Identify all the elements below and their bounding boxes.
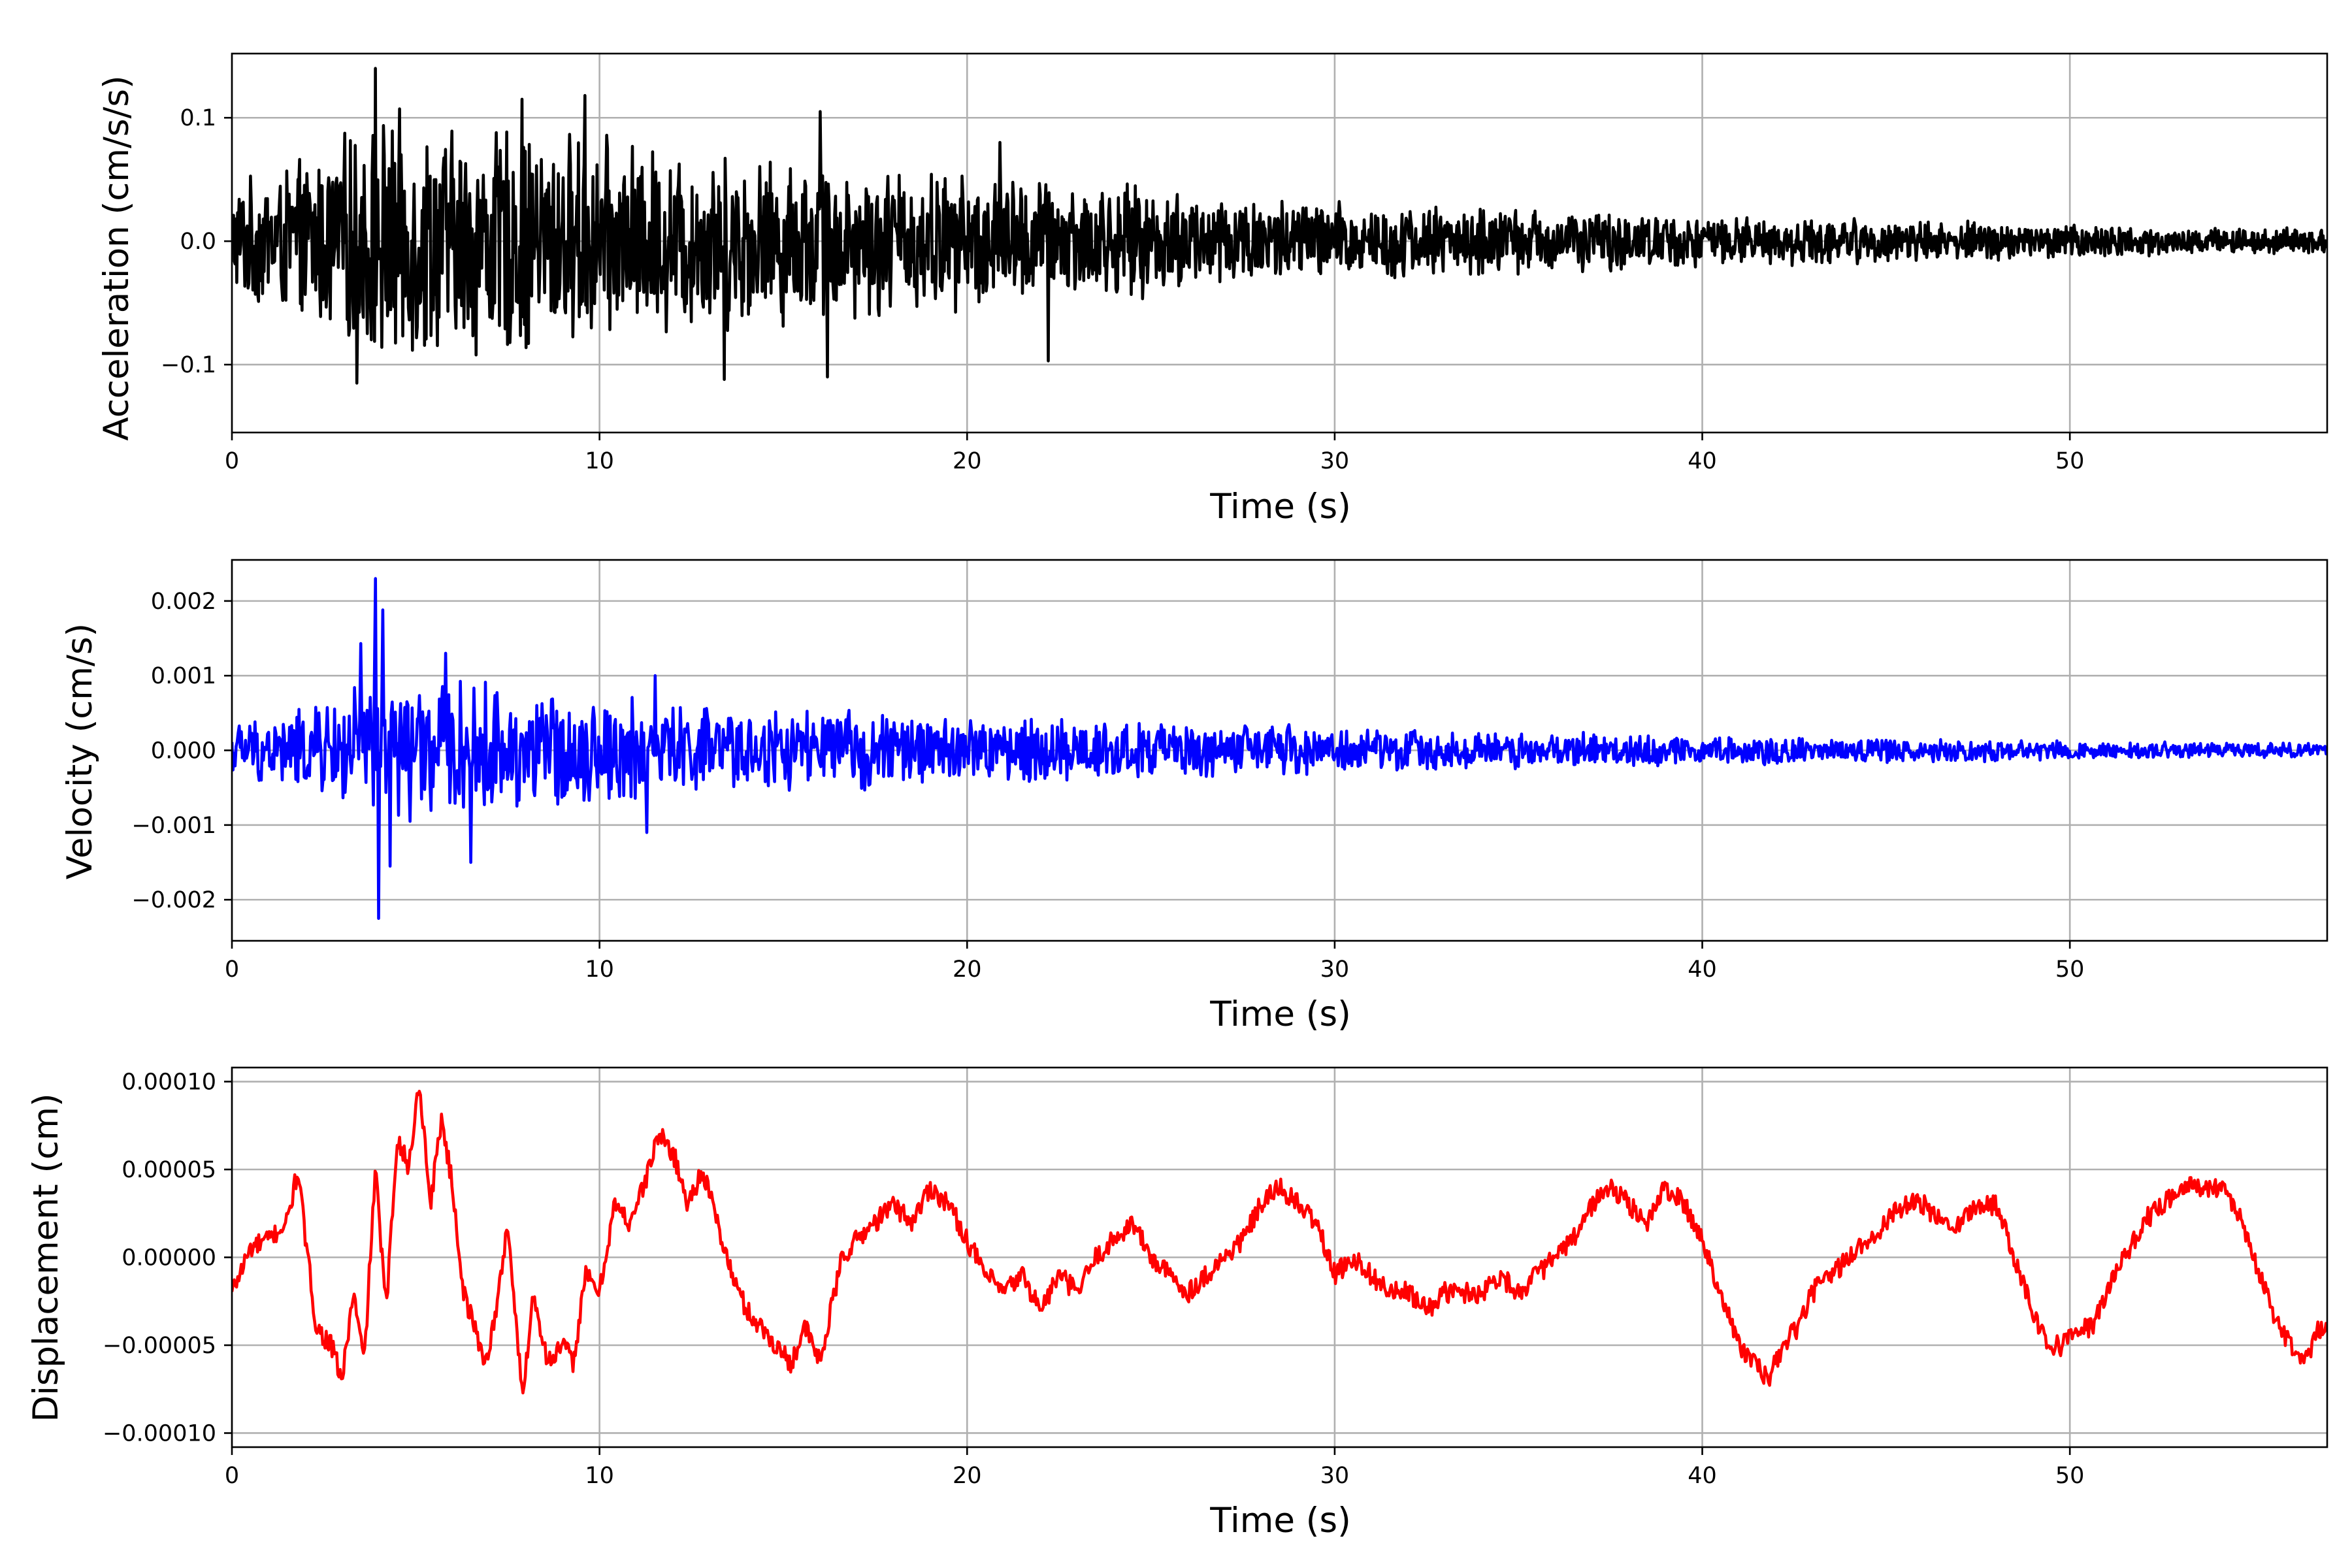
- displacement-x-tick-label: 10: [585, 1463, 614, 1489]
- acceleration-x-axis-label: Time (s): [1209, 487, 1351, 527]
- velocity-x-tick-label: 20: [953, 956, 982, 983]
- velocity-plot-frame: [231, 559, 2328, 942]
- displacement-y-tick-label: 0.00010: [122, 1070, 216, 1096]
- acceleration-y-tick-label: 0.0: [180, 229, 216, 255]
- velocity-y-tick-label: 0.001: [151, 663, 216, 689]
- displacement-series-line: [232, 1090, 2327, 1395]
- displacement-y-tick-label: 0.00005: [122, 1157, 216, 1183]
- velocity-x-tick-label: 40: [1688, 956, 1717, 983]
- velocity-y-axis-label: Velocity (cm/s): [60, 623, 100, 879]
- displacement-x-tick-label: 50: [2055, 1463, 2085, 1489]
- acceleration-x-tick-label: 50: [2055, 448, 2085, 474]
- velocity-x-tick-label: 30: [1320, 956, 1350, 983]
- acceleration-x-tick-label: 40: [1688, 448, 1717, 474]
- acceleration-x-tick-label: 0: [225, 448, 239, 474]
- displacement-x-tick-label: 20: [953, 1463, 982, 1489]
- displacement-x-tick-label: 0: [225, 1463, 239, 1489]
- displacement-plot-frame: [231, 1066, 2328, 1448]
- velocity-y-tick-label: −0.001: [131, 813, 216, 839]
- acceleration-y-tick-label: −0.1: [161, 352, 216, 378]
- acceleration-panel: Acceleration (cm/s/s) Time (s) 0 10 20 30 40…: [97, 52, 2328, 527]
- displacement-y-tick-label: 0.00000: [122, 1245, 216, 1271]
- acceleration-x-tick-label: 10: [585, 448, 614, 474]
- acceleration-y-axis-label: Acceleration (cm/s/s): [97, 75, 137, 440]
- velocity-x-tick-label: 0: [225, 956, 239, 983]
- acceleration-plot-frame: [231, 52, 2328, 434]
- displacement-y-axis-label: Displacement (cm): [26, 1093, 66, 1422]
- velocity-y-tick-label: 0.000: [151, 738, 216, 764]
- velocity-x-tick-label: 50: [2055, 956, 2085, 983]
- velocity-series-line: [232, 577, 2327, 920]
- displacement-y-tick-label: −0.00010: [103, 1420, 216, 1446]
- velocity-y-tick-label: 0.002: [151, 589, 216, 615]
- acceleration-y-tick-label: 0.1: [180, 105, 216, 131]
- acceleration-series-line: [232, 67, 2327, 385]
- acceleration-x-tick-label: 20: [953, 448, 982, 474]
- velocity-y-tick-label: −0.002: [131, 887, 216, 913]
- velocity-x-axis-label: Time (s): [1209, 994, 1351, 1034]
- displacement-panel: Displacement (cm) Time (s) 0 10 20 30 40 50 −0…: [26, 1066, 2328, 1541]
- displacement-y-tick-label: −0.00005: [103, 1333, 216, 1359]
- velocity-panel: Velocity (cm/s) Time (s) 0 10 20 30 40 50 −0.0…: [60, 559, 2328, 1034]
- displacement-x-axis-label: Time (s): [1209, 1501, 1351, 1541]
- acceleration-x-tick-label: 30: [1320, 448, 1350, 474]
- velocity-x-tick-label: 10: [585, 956, 614, 983]
- displacement-x-tick-label: 40: [1688, 1463, 1717, 1489]
- displacement-x-tick-label: 30: [1320, 1463, 1350, 1489]
